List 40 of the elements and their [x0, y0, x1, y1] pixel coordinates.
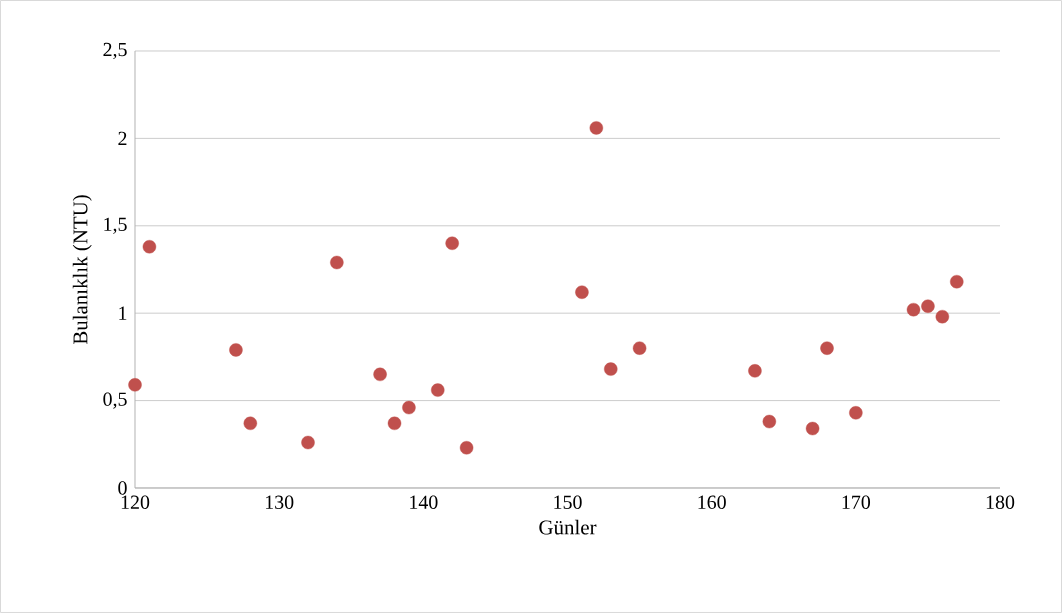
point	[589, 121, 604, 135]
x-tick-label: 160	[698, 495, 726, 509]
x-tick-label: 120	[121, 495, 150, 509]
point	[459, 441, 474, 455]
y-axis-title: Bulanıklık (NTU)	[72, 195, 92, 345]
point	[805, 421, 820, 436]
point	[762, 414, 777, 429]
point	[402, 400, 416, 415]
point	[950, 275, 964, 289]
point	[748, 364, 762, 378]
point	[820, 341, 834, 355]
point	[301, 435, 315, 450]
x-axis-title: Günler	[539, 519, 597, 535]
point	[849, 406, 863, 420]
x-tick-label: 170	[842, 495, 871, 509]
y-tick-label: 0	[118, 481, 127, 495]
point	[906, 302, 921, 317]
point	[243, 416, 258, 431]
x-tick-label: 150	[554, 495, 582, 509]
x-tick-label: 130	[265, 495, 294, 509]
point	[935, 309, 950, 324]
y-tick-label: 0,5	[103, 392, 127, 409]
x-tick-label: 180	[986, 495, 1015, 509]
point	[387, 416, 402, 431]
point	[431, 383, 445, 397]
point	[229, 343, 243, 357]
y-tick-label: 1,5	[104, 217, 127, 234]
point	[128, 378, 142, 392]
y-tick-label: 1	[119, 306, 127, 320]
point	[604, 362, 618, 376]
point	[575, 285, 589, 299]
y-tick-label: 2	[118, 131, 127, 145]
point	[921, 299, 935, 313]
point	[632, 341, 647, 355]
point	[445, 236, 459, 250]
x-tick-label: 140	[410, 495, 438, 509]
point	[373, 367, 387, 382]
point	[330, 255, 344, 270]
point	[142, 240, 157, 254]
y-tick-label: 2,5	[103, 42, 127, 60]
